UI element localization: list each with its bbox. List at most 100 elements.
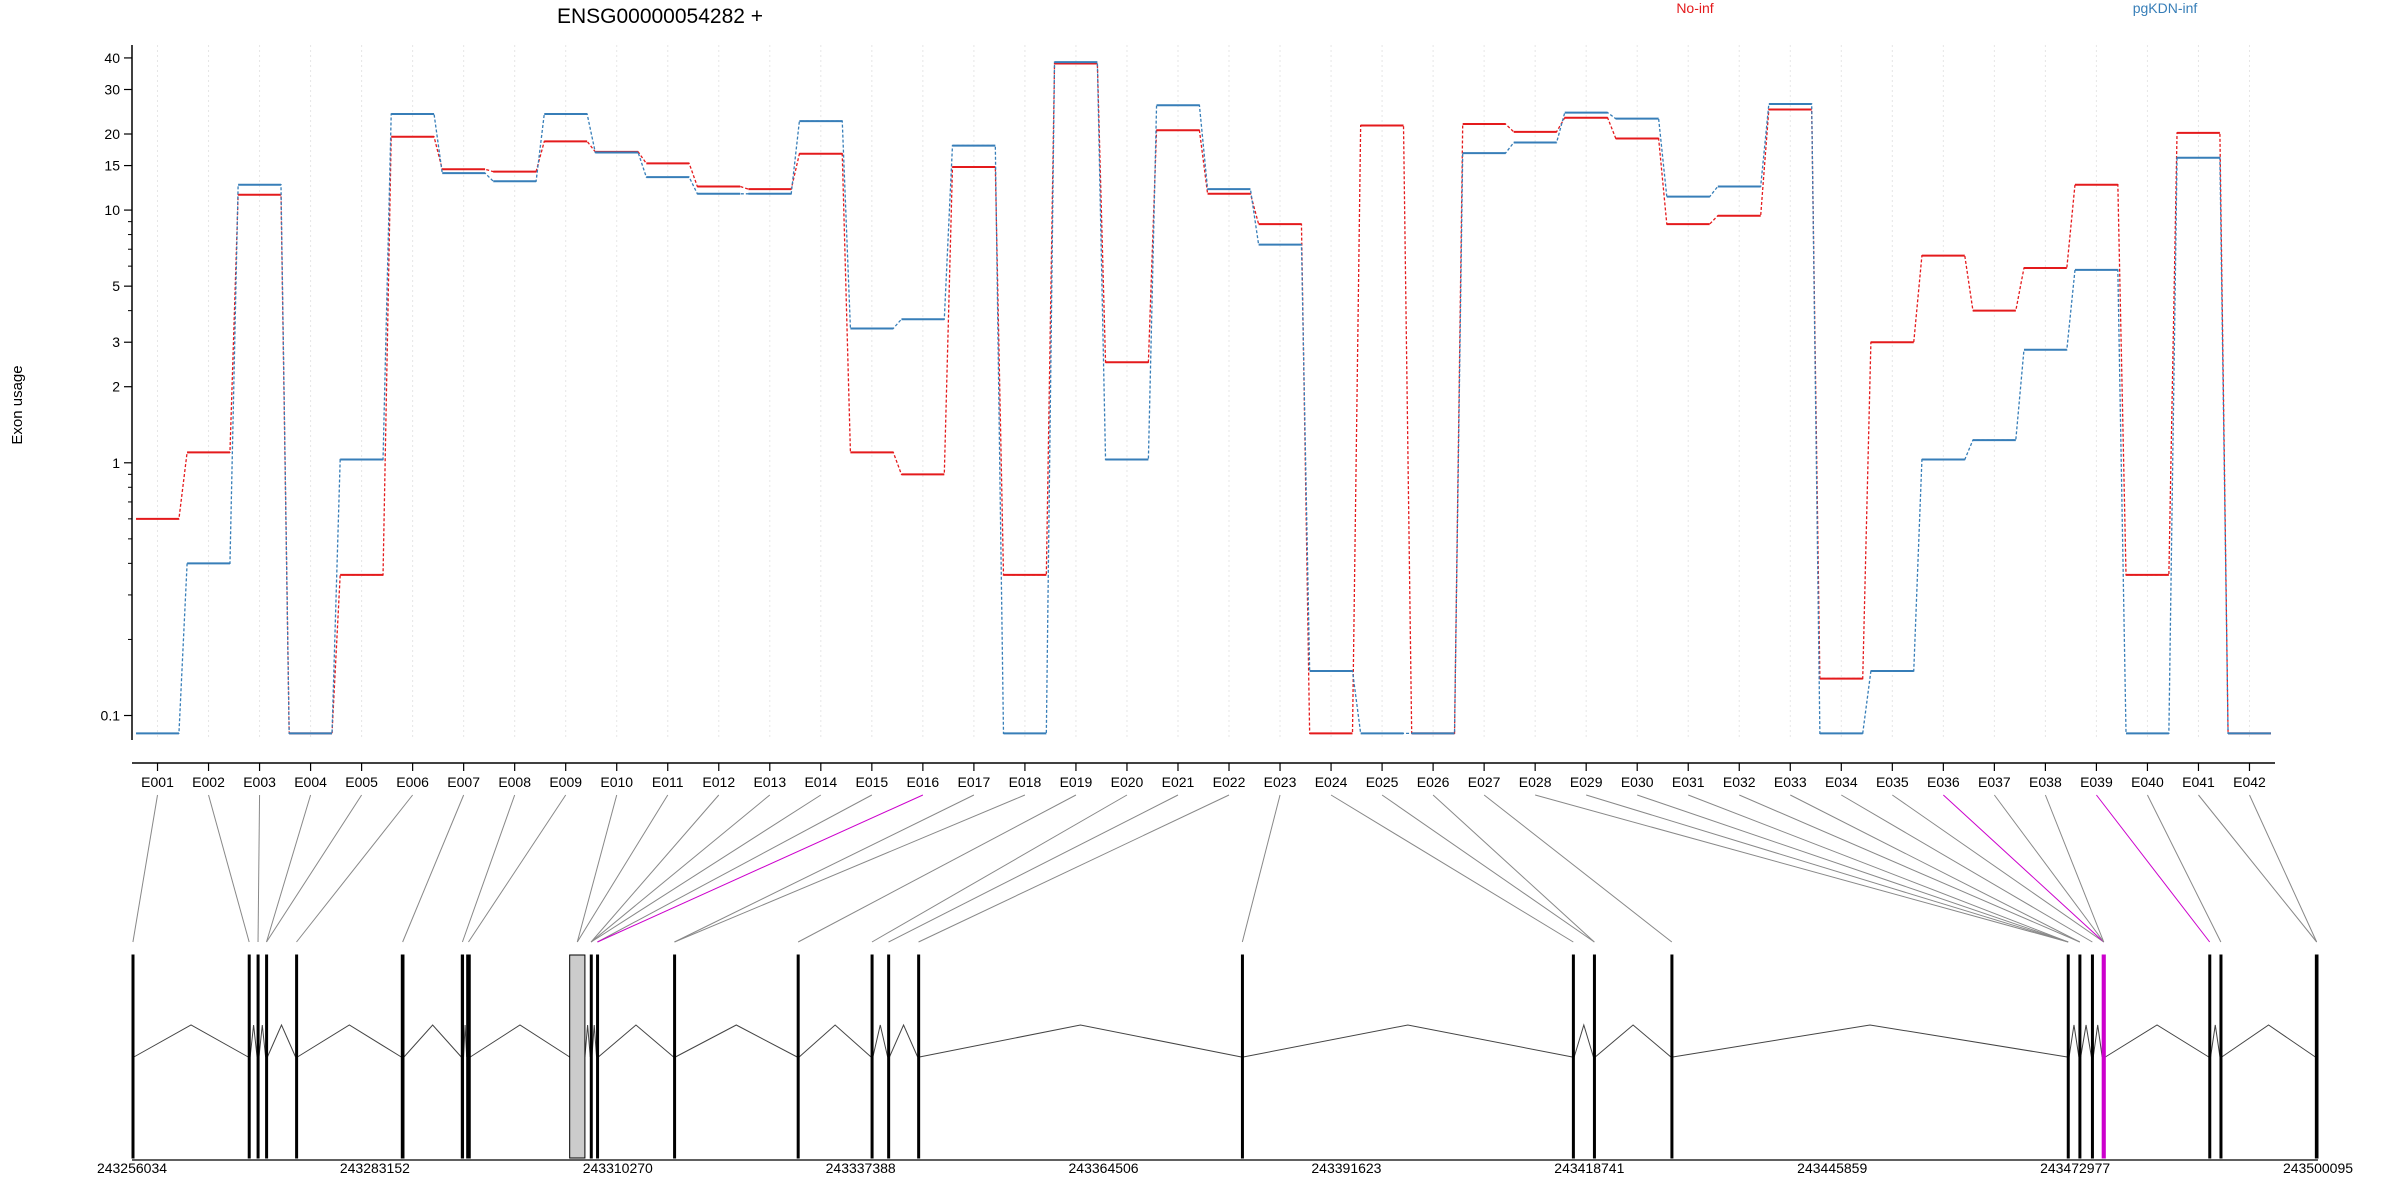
- exon-block: [589, 954, 593, 1159]
- x-tick-label: E024: [1315, 774, 1348, 790]
- x-tick-label: E028: [1519, 774, 1552, 790]
- exon-block: [917, 954, 921, 1159]
- exon-block: [295, 954, 299, 1159]
- intron-line: [469, 1024, 570, 1058]
- connector-e023: [1241, 794, 1281, 943]
- chart-title: ENSG00000054282 +: [557, 5, 763, 28]
- x-tick-label: E039: [2080, 774, 2113, 790]
- x-tick-label: E027: [1468, 774, 1501, 790]
- connector-e033: [1790, 794, 2081, 943]
- y-tick-label: 0.1: [101, 708, 121, 724]
- x-tick-label: E026: [1417, 774, 1450, 790]
- intron-line: [584, 1024, 591, 1058]
- exon-block: [2066, 954, 2070, 1159]
- intron-line: [2210, 1024, 2221, 1058]
- exon-block: [673, 954, 677, 1159]
- connector-e039: [2096, 794, 2211, 943]
- y-axis-label: Exon usage: [9, 365, 26, 444]
- intron-line: [133, 1024, 249, 1058]
- exon-block: [569, 954, 586, 1159]
- y-tick-label: 3: [112, 334, 120, 350]
- exon-block: [256, 954, 260, 1159]
- x-axis: E001 E002 E003 E004 E005 E006 E007 E008 E009 E010…: [132, 762, 2275, 790]
- connector-e017: [674, 794, 975, 943]
- exon-block: [131, 954, 135, 1159]
- x-tick-label: E031: [1672, 774, 1705, 790]
- x-tick-label: E032: [1723, 774, 1756, 790]
- exon-block: [870, 954, 874, 1159]
- intron-line: [463, 1024, 468, 1058]
- intron-line: [675, 1024, 798, 1058]
- x-tick-label: E010: [600, 774, 633, 790]
- exon-block: [2314, 954, 2319, 1159]
- exon-block: [2208, 954, 2212, 1159]
- genomic-tick-label: 243391623: [1311, 1160, 1381, 1176]
- genomic-tick-label: 243283152: [340, 1160, 410, 1176]
- intron-line: [1672, 1024, 2068, 1058]
- genomic-tick-label: 243418741: [1554, 1160, 1624, 1176]
- connector-e013: [590, 794, 771, 943]
- exon-block: [460, 954, 465, 1159]
- connector-e027: [1483, 794, 1673, 943]
- exon-block: [796, 954, 800, 1159]
- series-no-inf: [136, 62, 2271, 735]
- connector-e009: [468, 794, 567, 943]
- y-tick-label: 10: [104, 202, 120, 218]
- connector-e024: [1330, 794, 1574, 943]
- gene-model: [131, 954, 2319, 1159]
- connector-e031: [1688, 794, 2069, 943]
- connector-e011: [576, 794, 669, 943]
- x-tick-label: E014: [804, 774, 837, 790]
- x-tick-label: E013: [753, 774, 786, 790]
- x-tick-label: E002: [192, 774, 225, 790]
- connector-e040: [2146, 794, 2222, 943]
- x-tick-label: E019: [1060, 774, 1093, 790]
- legend: No-inf pgKDN-inf: [1676, 0, 2197, 16]
- x-tick-label: E020: [1111, 774, 1144, 790]
- intron-line: [798, 1024, 872, 1058]
- x-tick-label: E036: [1927, 774, 1960, 790]
- series-line: [136, 62, 2271, 734]
- exon-block: [2090, 954, 2094, 1159]
- intron-line: [2105, 1024, 2210, 1058]
- connector-e014: [590, 794, 822, 943]
- exon-block: [1592, 954, 1596, 1159]
- connector-e001: [132, 794, 159, 943]
- y-tick-label: 40: [104, 50, 120, 66]
- legend-item-pgkdn-inf: pgKDN-inf: [2133, 0, 2198, 16]
- x-tick-label: E007: [447, 774, 480, 790]
- x-tick-label: E025: [1366, 774, 1399, 790]
- connector-e006: [296, 794, 414, 943]
- x-tick-label: E015: [855, 774, 888, 790]
- exon-block: [2078, 954, 2082, 1159]
- genomic-tick-label: 243472977: [2040, 1160, 2110, 1176]
- connector-e036: [1943, 794, 2105, 943]
- intron-line: [919, 1024, 1242, 1058]
- exon-block: [247, 954, 251, 1159]
- x-tick-label: E011: [652, 774, 684, 790]
- connector-e029: [1586, 794, 2069, 943]
- exon-block: [2219, 954, 2223, 1159]
- series-line: [136, 61, 2271, 734]
- genomic-tick-label: 243364506: [1069, 1160, 1139, 1176]
- exon-block: [1240, 954, 1244, 1159]
- chart-series: [136, 61, 2271, 735]
- x-tick-label: E021: [1162, 774, 1195, 790]
- connector-e003: [257, 794, 261, 943]
- intron-line: [888, 1023, 919, 1058]
- connector-e030: [1637, 794, 2069, 943]
- intron-line: [1573, 1023, 1594, 1058]
- y-axis: 0.1 1 2 3 5 10 15 20 30 40: [101, 45, 133, 740]
- x-tick-label: E008: [498, 774, 531, 790]
- intron-line: [2080, 1024, 2092, 1058]
- connector-e008: [461, 794, 516, 943]
- connector-e002: [208, 794, 250, 943]
- y-tick-label: 15: [104, 158, 120, 174]
- connector-e028: [1535, 794, 2069, 943]
- exon-block: [265, 954, 269, 1159]
- intron-line: [2068, 1024, 2080, 1058]
- connector-e007: [402, 794, 465, 943]
- y-tick-label: 5: [112, 278, 120, 294]
- series-pgkdn-inf: [136, 61, 2271, 735]
- exon-block: [1571, 954, 1575, 1159]
